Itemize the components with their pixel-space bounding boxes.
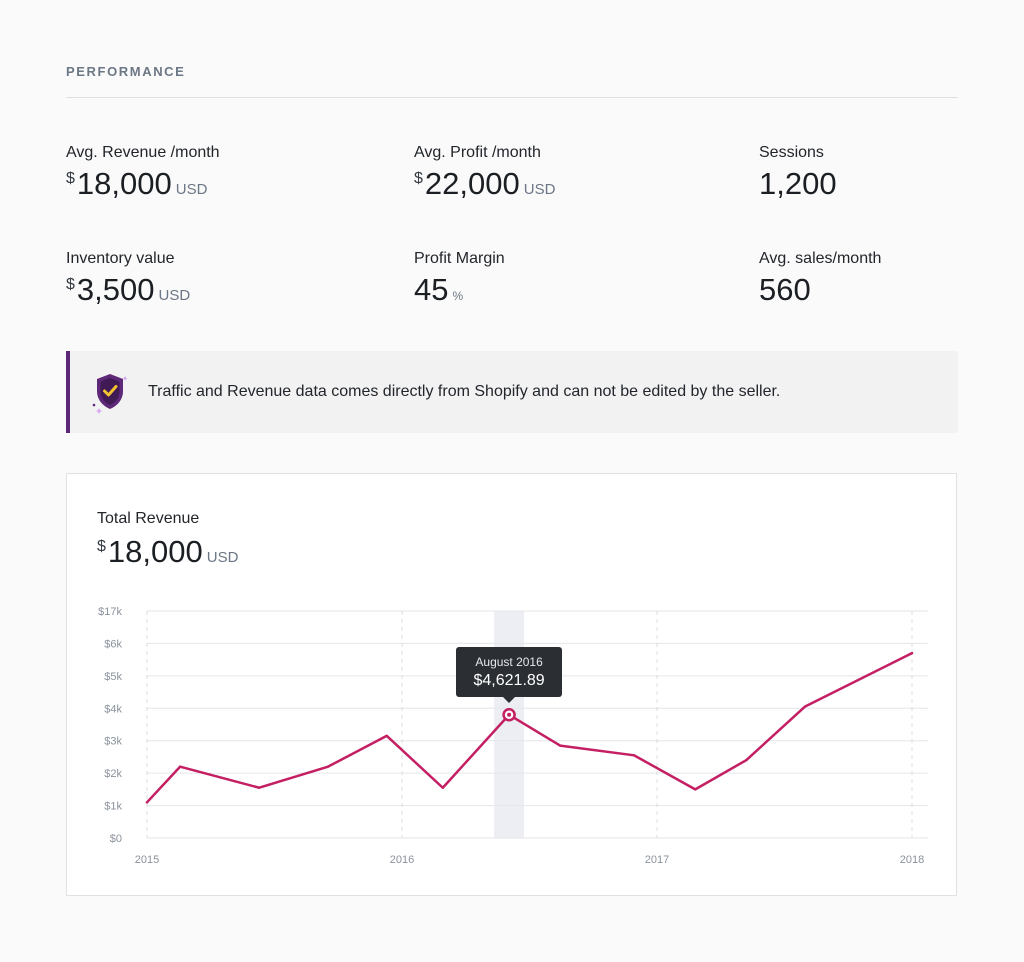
metric-label: Avg. Revenue /month	[66, 144, 220, 161]
metric-inventory-value: Inventory value $ 3,500 USD	[66, 250, 190, 308]
y-tick-label: $1k	[104, 801, 122, 813]
section-title: PERFORMANCE	[66, 64, 186, 79]
y-tick-label: $6k	[104, 638, 122, 650]
x-tick-label: 2018	[900, 854, 924, 866]
x-tick-label: 2015	[135, 854, 159, 866]
metric-value: 18,000	[76, 166, 172, 201]
metric-label: Profit Margin	[414, 250, 505, 267]
data-point	[745, 758, 748, 762]
metric-avg-sales: Avg. sales/month 560	[759, 250, 881, 308]
tooltip-amount: $4,621.89	[473, 671, 545, 689]
y-tick-label: $5k	[104, 671, 122, 683]
data-point	[145, 801, 149, 804]
highlighted-point-center	[507, 712, 512, 717]
metric-unit: USD	[175, 181, 208, 198]
currency-symbol: $	[66, 170, 75, 187]
y-tick-label: $0	[110, 833, 122, 845]
x-tick-label: 2016	[390, 854, 414, 866]
metric-label: Avg. sales/month	[759, 250, 882, 267]
data-point	[441, 786, 444, 789]
y-tick-label: $17k	[98, 606, 122, 618]
metric-profit-margin: Profit Margin 45 %	[414, 250, 505, 308]
y-tick-label: $2k	[104, 768, 122, 780]
shield-check-icon	[92, 374, 128, 414]
data-point	[803, 705, 807, 708]
data-point	[178, 765, 182, 768]
data-point	[910, 651, 914, 655]
notice-text: Traffic and Revenue data comes directly …	[148, 383, 781, 400]
currency-symbol: $	[414, 170, 423, 187]
metric-unit: USD	[158, 287, 191, 304]
currency-symbol: $	[66, 276, 75, 293]
metric-sessions: Sessions 1,200	[759, 144, 837, 202]
metric-avg-profit: Avg. Profit /month $ 22,000 USD	[414, 144, 555, 202]
data-point	[632, 754, 636, 757]
metric-unit: USD	[523, 181, 556, 198]
metric-label: Inventory value	[66, 250, 175, 267]
metric-value: 560	[759, 272, 811, 307]
revenue-line-chart[interactable]: $0 $1k $2k $3k $4k $5k $6k $17k 2015 2016 2017 2018	[67, 474, 958, 897]
currency-symbol: $	[97, 538, 106, 555]
metric-value: 45	[414, 272, 449, 307]
shopify-data-notice: Traffic and Revenue data comes directly …	[66, 351, 958, 433]
revenue-value: 18,000	[107, 534, 203, 569]
metric-avg-revenue: Avg. Revenue /month $ 18,000 USD	[66, 144, 220, 202]
total-revenue-value: $ 18,000 USD	[97, 534, 238, 570]
data-point	[326, 765, 330, 768]
tooltip-date: August 2016	[475, 654, 543, 669]
metric-value: 3,500	[76, 272, 155, 307]
metric-label: Avg. Profit /month	[414, 144, 541, 161]
y-tick-label: $3k	[104, 736, 122, 748]
data-point	[385, 734, 388, 738]
metric-value: 22,000	[424, 166, 520, 201]
chart-tooltip: August 2016 $4,621.89	[456, 646, 563, 703]
total-revenue-card: Total Revenue $ 18,000 USD $0 $1k $2k $3k $4…	[66, 473, 957, 896]
metric-value: 1,200	[759, 166, 837, 201]
x-tick-label: 2017	[645, 854, 669, 866]
data-point	[258, 786, 261, 789]
metric-unit: %	[452, 289, 464, 303]
revenue-unit: USD	[206, 549, 239, 566]
y-tick-label: $4k	[104, 703, 122, 715]
metric-label: Sessions	[759, 144, 824, 161]
card-title: Total Revenue	[97, 510, 200, 527]
data-point	[694, 788, 697, 791]
data-point	[558, 744, 562, 747]
divider	[66, 97, 958, 98]
